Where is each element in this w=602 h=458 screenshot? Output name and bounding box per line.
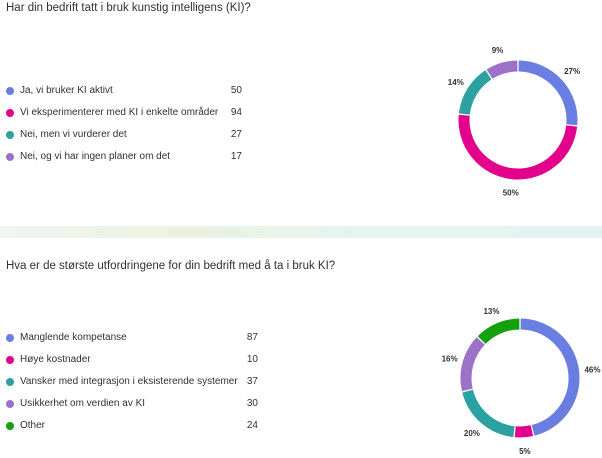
legend-label: Vansker med integrasjon i eksisterende s… xyxy=(20,376,238,387)
legend-count: 27 xyxy=(230,129,242,140)
legend-item[interactable]: Manglende kompetanse 87 xyxy=(6,327,258,349)
legend-item[interactable]: Vi eksperimenterer med KI i enkelte områ… xyxy=(6,102,242,124)
donut-slice[interactable] xyxy=(520,318,580,436)
legend-dot-icon xyxy=(6,109,14,117)
legend-dot-icon xyxy=(6,87,14,95)
legend-dot-icon xyxy=(6,378,14,386)
legend-dot-icon xyxy=(6,153,14,161)
slice-percent-label: 16% xyxy=(442,355,458,364)
chart-panel-ki-challenges: Hva er de største utfordringene for din … xyxy=(0,240,602,458)
legend-count: 37 xyxy=(246,376,258,387)
legend-label: Vi eksperimenterer med KI i enkelte områ… xyxy=(20,107,219,118)
donut-slice[interactable] xyxy=(486,60,518,79)
legend-count: 87 xyxy=(246,332,258,343)
legend-count: 50 xyxy=(230,85,242,96)
legend: Manglende kompetanse 87 Høye kostnader 1… xyxy=(6,327,258,437)
legend-item[interactable]: Nei, og vi har ingen planer om det 17 xyxy=(6,146,242,168)
legend-label: Other xyxy=(20,420,46,431)
legend-label: Ja, vi bruker KI aktivt xyxy=(20,85,113,96)
slice-percent-label: 13% xyxy=(483,307,499,316)
legend-item[interactable]: Other 24 xyxy=(6,415,258,437)
legend-label: Usikkerhet om verdien av KI xyxy=(20,398,146,409)
legend-count: 10 xyxy=(246,354,258,365)
donut-chart: 27% 50% 14% 9% xyxy=(448,46,580,198)
legend-item[interactable]: Vansker med integrasjon i eksisterende s… xyxy=(6,371,258,393)
chart-panel-ki-usage: Har din bedrift tatt i bruk kunstig inte… xyxy=(0,0,602,226)
legend-dot-icon xyxy=(6,422,14,430)
slice-percent-label: 14% xyxy=(448,78,464,87)
question-title: Hva er de største utfordringene for din … xyxy=(6,260,336,272)
legend-item[interactable]: Ja, vi bruker KI aktivt 50 xyxy=(6,80,242,102)
donut-slice[interactable] xyxy=(462,389,515,438)
legend-item[interactable]: Høye kostnader 10 xyxy=(6,349,258,371)
donut-slice[interactable] xyxy=(514,425,534,438)
legend-dot-icon xyxy=(6,334,14,342)
legend-label: Nei, og vi har ingen planer om det xyxy=(20,151,171,162)
slice-percent-label: 46% xyxy=(584,366,600,375)
slice-percent-label: 20% xyxy=(464,429,480,438)
legend-label: Nei, men vi vurderer det xyxy=(20,129,127,140)
legend-count: 24 xyxy=(246,420,258,431)
section-divider xyxy=(0,226,602,238)
donut-slice[interactable] xyxy=(458,114,578,180)
donut-slice[interactable] xyxy=(460,337,485,392)
donut-slice[interactable] xyxy=(477,318,520,345)
legend-dot-icon xyxy=(6,356,14,364)
slice-percent-label: 5% xyxy=(519,447,531,456)
legend: Ja, vi bruker KI aktivt 50 Vi eksperimen… xyxy=(6,80,242,168)
question-title: Har din bedrift tatt i bruk kunstig inte… xyxy=(6,2,251,14)
legend-item[interactable]: Usikkerhet om verdien av KI 30 xyxy=(6,393,258,415)
donut-chart: 46% 5% 20% 16% 13% xyxy=(442,307,601,456)
legend-item[interactable]: Nei, men vi vurderer det 27 xyxy=(6,124,242,146)
legend-count: 17 xyxy=(230,151,242,162)
legend-label: Høye kostnader xyxy=(20,354,91,365)
donut-slice[interactable] xyxy=(458,70,492,115)
legend-dot-icon xyxy=(6,400,14,408)
legend-count: 30 xyxy=(246,398,258,409)
legend-label: Manglende kompetanse xyxy=(20,332,127,343)
donut-slice[interactable] xyxy=(518,60,578,126)
legend-count: 94 xyxy=(230,107,242,118)
slice-percent-label: 9% xyxy=(492,46,504,55)
legend-dot-icon xyxy=(6,131,14,139)
slice-percent-label: 50% xyxy=(503,189,519,198)
slice-percent-label: 27% xyxy=(564,67,580,76)
